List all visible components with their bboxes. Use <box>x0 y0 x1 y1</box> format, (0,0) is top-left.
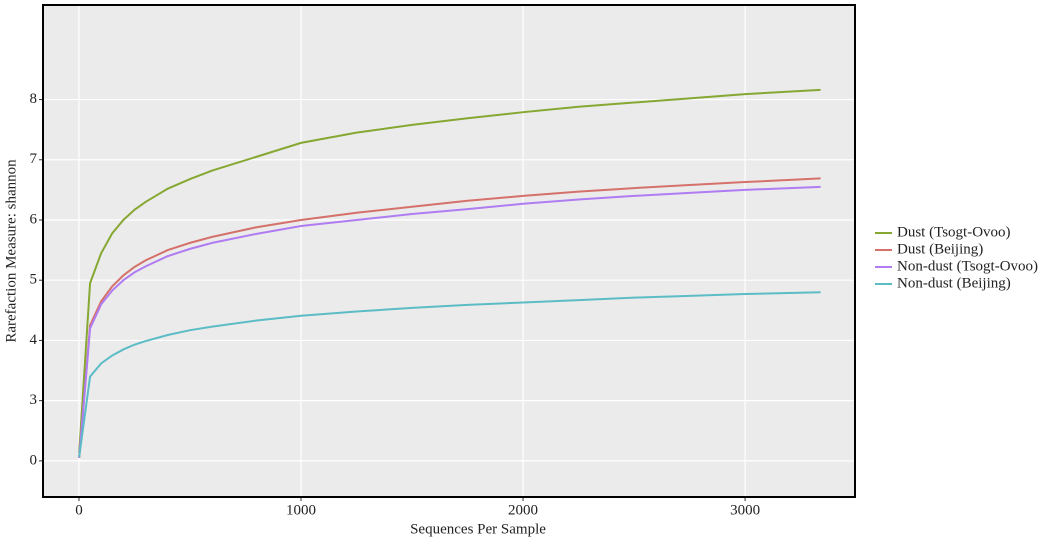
y-tick-label: 6 <box>30 211 38 227</box>
x-tick-label: 3000 <box>730 502 760 518</box>
x-axis-label: Sequences Per Sample <box>410 521 546 537</box>
legend-label: Dust (Beijing) <box>897 241 983 257</box>
series-line <box>78 177 821 458</box>
x-tick-label: 1000 <box>286 502 316 518</box>
plot-background <box>43 5 855 497</box>
legend-label: Non-dust (Tsogt-Ovoo) <box>897 258 1038 274</box>
y-tick-label: 5 <box>30 272 38 288</box>
y-tick-label: 7 <box>30 151 38 167</box>
series-line <box>78 88 821 453</box>
series-line <box>78 185 821 458</box>
y-axis-label: Rarefaction Measure: shannon <box>3 159 19 343</box>
x-tick-label: 2000 <box>508 502 538 518</box>
legend-label: Dust (Tsogt-Ovoo) <box>897 224 1011 240</box>
plot-border <box>42 4 856 498</box>
y-tick-label: 3 <box>30 392 38 408</box>
legend-label: Non-dust (Beijing) <box>897 275 1011 291</box>
series-line <box>78 291 821 457</box>
y-tick-label: 0 <box>30 452 38 468</box>
y-tick-label: 4 <box>30 332 38 348</box>
x-tick-label: 0 <box>75 502 83 518</box>
y-tick-label: 8 <box>30 91 38 107</box>
